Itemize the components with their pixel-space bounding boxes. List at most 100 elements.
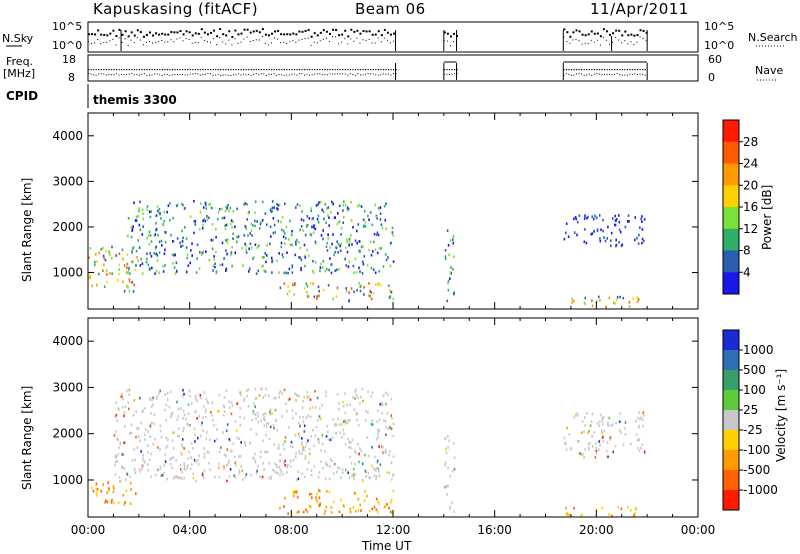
data-cell <box>172 240 175 243</box>
freq-point <box>220 69 222 71</box>
nsearch-point <box>216 44 218 46</box>
data-cell <box>302 446 305 449</box>
nsky-point <box>356 29 359 32</box>
nave-point <box>138 74 140 76</box>
freq-point <box>319 69 321 71</box>
data-cell <box>287 271 289 275</box>
freq-point <box>187 69 189 71</box>
data-cell <box>295 412 297 415</box>
freq-point <box>601 69 603 71</box>
data-cell <box>335 246 338 250</box>
nsearch-point <box>368 38 370 40</box>
freq-point <box>141 69 143 71</box>
data-cell <box>353 477 355 481</box>
data-cell <box>330 506 333 509</box>
freq-point <box>321 69 324 71</box>
data-cell <box>615 219 617 222</box>
data-cell <box>643 239 645 243</box>
data-cell <box>231 264 233 268</box>
data-cell <box>254 219 256 223</box>
data-cell <box>305 508 307 512</box>
x-tick-label: 16:00 <box>477 523 512 537</box>
data-cell <box>241 246 243 250</box>
freq-point <box>245 69 247 71</box>
data-cell <box>238 471 241 475</box>
nave-point <box>115 73 117 75</box>
data-cell <box>354 492 357 496</box>
nsearch-point <box>316 42 318 44</box>
data-cell <box>179 468 182 471</box>
data-cell <box>244 475 247 479</box>
nsearch-point <box>575 39 577 41</box>
freq-point <box>387 69 390 71</box>
data-cell <box>278 446 280 450</box>
nave-point <box>298 73 300 75</box>
data-cell <box>157 233 159 237</box>
data-cell <box>309 505 312 509</box>
nsky-point <box>145 34 148 37</box>
data-cell <box>133 448 135 451</box>
data-cell <box>137 259 139 262</box>
data-cell <box>288 397 291 401</box>
data-cell <box>608 513 610 516</box>
data-cell <box>165 446 167 449</box>
data-cell <box>373 474 376 478</box>
nave-point <box>210 73 211 75</box>
data-cell <box>261 265 264 268</box>
data-cell <box>353 271 355 274</box>
data-cell <box>135 492 137 495</box>
data-cell <box>208 203 210 206</box>
freq-point <box>296 69 298 71</box>
data-cell <box>310 435 313 438</box>
freq-point <box>639 69 641 71</box>
data-cell <box>250 474 252 477</box>
freq-point <box>634 69 636 71</box>
data-cell <box>258 244 260 248</box>
data-cell <box>174 475 176 479</box>
nsearch-point <box>605 39 607 41</box>
data-cell <box>360 205 363 208</box>
data-cell <box>307 414 310 418</box>
data-cell <box>254 200 257 203</box>
freq-point <box>143 69 146 71</box>
data-cell <box>189 261 191 265</box>
data-cell <box>573 231 576 234</box>
freq-point <box>240 69 242 71</box>
colorbar-frame <box>722 329 740 511</box>
data-cell <box>226 463 228 467</box>
nsearch-point <box>621 42 623 44</box>
data-cell <box>354 449 356 453</box>
nsearch-point <box>338 43 340 45</box>
data-cell <box>272 231 275 235</box>
data-cell <box>383 505 386 509</box>
data-cell <box>358 281 360 285</box>
data-cell <box>319 266 322 269</box>
data-cell <box>121 466 124 470</box>
freq-point <box>169 69 171 71</box>
data-cell <box>444 257 447 261</box>
data-cell <box>352 473 355 476</box>
data-cell <box>368 218 370 221</box>
freq-point <box>614 69 616 71</box>
data-cell <box>269 413 272 416</box>
data-cell <box>286 292 289 296</box>
data-cell <box>213 258 215 261</box>
nave-point <box>387 73 389 75</box>
data-cell <box>118 272 120 276</box>
data-cell <box>137 214 140 218</box>
freq-point <box>370 69 372 71</box>
data-cell <box>126 266 128 269</box>
data-cell <box>343 432 345 436</box>
data-cell <box>96 260 98 263</box>
data-cell <box>366 436 369 439</box>
data-cell <box>359 270 361 273</box>
data-cell <box>447 446 449 449</box>
nave-point <box>171 74 173 76</box>
nsearch-point <box>593 41 595 43</box>
nsky-point <box>380 34 383 37</box>
nsearch-point <box>374 42 376 44</box>
data-cell <box>383 419 385 422</box>
data-cell <box>446 493 448 496</box>
data-cell <box>611 423 614 426</box>
